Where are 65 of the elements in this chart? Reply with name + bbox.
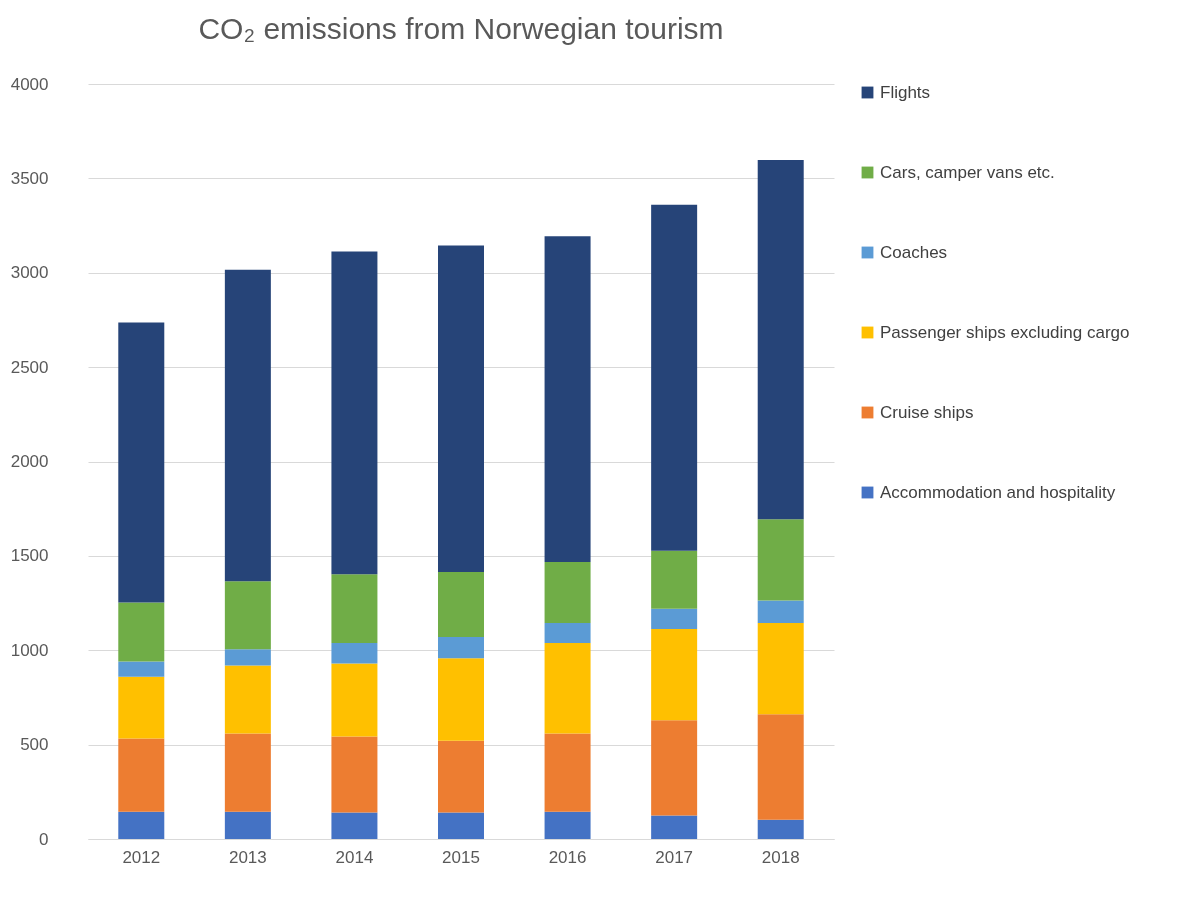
bar bbox=[331, 812, 378, 839]
bar bbox=[438, 658, 484, 741]
bar bbox=[651, 204, 698, 551]
y-tick-label: 2500 bbox=[10, 357, 49, 377]
bar bbox=[331, 663, 378, 737]
bar bbox=[438, 740, 484, 813]
y-tick-label: 0 bbox=[39, 829, 49, 849]
bar bbox=[118, 738, 165, 812]
bar bbox=[438, 812, 484, 839]
bar bbox=[224, 649, 271, 666]
legend-label: Accommodation and hospitality bbox=[880, 482, 1116, 502]
y-tick-label: 500 bbox=[20, 735, 49, 755]
bar bbox=[544, 236, 591, 562]
x-tick-label: 2017 bbox=[655, 847, 694, 867]
bar bbox=[224, 733, 271, 812]
bar bbox=[331, 574, 378, 644]
bar bbox=[544, 811, 591, 839]
x-tick-label: 2014 bbox=[335, 847, 374, 867]
legend-label: Passenger ships excluding cargo bbox=[880, 322, 1130, 342]
bar bbox=[118, 811, 165, 839]
bar bbox=[544, 622, 591, 644]
legend-label: Cruise ships bbox=[880, 402, 974, 422]
y-tick-label: 3000 bbox=[10, 263, 49, 283]
x-tick-label: 2018 bbox=[761, 847, 800, 867]
bar bbox=[118, 602, 165, 662]
chart-title: CO₂ emissions from Norwegian tourism bbox=[198, 12, 724, 45]
bar bbox=[224, 269, 271, 582]
bar bbox=[757, 622, 804, 715]
y-tick-label: 3500 bbox=[10, 168, 49, 188]
bar bbox=[331, 251, 378, 575]
bar bbox=[118, 322, 165, 603]
bar bbox=[651, 608, 698, 629]
y-tick-label: 4000 bbox=[10, 74, 49, 94]
bar bbox=[757, 160, 804, 520]
x-tick-label: 2015 bbox=[442, 847, 480, 867]
y-tick-label: 2000 bbox=[10, 452, 49, 471]
legend-label: Flights bbox=[880, 82, 931, 102]
bar bbox=[224, 581, 271, 650]
bar bbox=[651, 815, 698, 839]
bar bbox=[118, 676, 165, 739]
y-tick-label: 1500 bbox=[10, 546, 49, 566]
bar bbox=[118, 661, 165, 677]
bar bbox=[438, 637, 484, 659]
bar bbox=[651, 550, 698, 609]
bar bbox=[224, 665, 271, 734]
bar bbox=[438, 572, 484, 638]
bar bbox=[651, 628, 698, 721]
legend-label: Coaches bbox=[880, 242, 948, 262]
bar bbox=[544, 733, 591, 812]
x-tick-label: 2016 bbox=[548, 847, 587, 867]
bar bbox=[757, 600, 804, 623]
bar bbox=[651, 720, 698, 816]
x-tick-label: 2013 bbox=[228, 847, 267, 867]
bar bbox=[544, 561, 591, 623]
bar bbox=[544, 643, 591, 734]
bar bbox=[757, 714, 804, 820]
x-tick-label: 2012 bbox=[122, 847, 161, 867]
bar bbox=[224, 811, 271, 839]
bar bbox=[331, 643, 378, 664]
bar bbox=[757, 519, 804, 601]
bar bbox=[331, 736, 378, 813]
y-tick-label: 1000 bbox=[10, 640, 49, 660]
bar bbox=[438, 245, 484, 573]
bar bbox=[757, 819, 804, 839]
legend-label: Cars, camper vans etc. bbox=[880, 162, 1055, 182]
